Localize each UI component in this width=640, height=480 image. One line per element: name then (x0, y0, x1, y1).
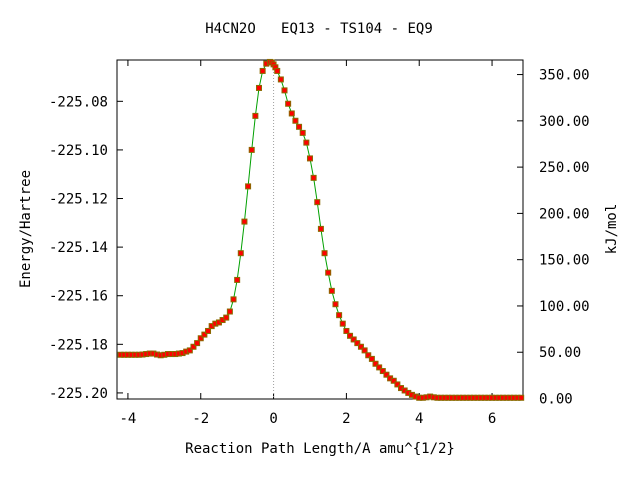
data-point (365, 352, 372, 359)
x-axis-label: Reaction Path Length/A amu^{1/2} (185, 441, 455, 457)
data-point (285, 100, 292, 107)
data-point (314, 199, 321, 206)
data-point (190, 343, 197, 350)
data-point (372, 360, 379, 367)
data-point (361, 347, 368, 354)
data-point (230, 296, 237, 303)
data-point (299, 129, 306, 136)
y-right-tick-label: 250.00 (539, 160, 590, 176)
data-point (194, 340, 201, 347)
data-point (343, 327, 350, 334)
data-point (379, 368, 386, 375)
data-point (288, 110, 295, 117)
data-point (292, 117, 299, 124)
data-point (368, 355, 375, 362)
data-point (518, 394, 525, 401)
data-point (234, 276, 241, 283)
data-point (281, 87, 288, 94)
data-point (226, 308, 233, 315)
y-left-tick-label: -225.18 (49, 337, 108, 353)
y-left-tick-label: -225.12 (49, 192, 108, 208)
data-point (390, 377, 397, 384)
y-right-tick-label: 350.00 (539, 68, 590, 84)
x-axis-ticks: -4 -2 0 2 4 6 (119, 60, 496, 427)
data-point (248, 146, 255, 153)
data-point (245, 183, 252, 190)
data-point (306, 155, 313, 162)
data-point (328, 287, 335, 294)
data-point (296, 123, 303, 130)
y-left-tick-label: -225.20 (49, 386, 108, 402)
data-point (259, 67, 266, 74)
plot-border (116, 59, 524, 400)
data-point (201, 331, 208, 338)
y-right-axis-label: kJ/mol (604, 204, 620, 255)
chart-title: H4CN2O EQ13 - TS104 - EQ9 (205, 21, 433, 37)
y-right-tick-label: 50.00 (539, 345, 581, 361)
x-tick-label: -4 (119, 411, 136, 427)
data-point (256, 84, 263, 91)
data-point (357, 343, 364, 350)
y-left-tick-label: -225.10 (49, 143, 108, 159)
y-right-tick-label: 300.00 (539, 114, 590, 130)
y-right-tick-label: 150.00 (539, 253, 590, 269)
data-point (325, 269, 332, 276)
y-left-tick-label: -225.16 (49, 289, 108, 305)
x-tick-label: -2 (192, 411, 209, 427)
data-point (186, 347, 193, 354)
data-point (252, 112, 259, 119)
data-point (321, 250, 328, 257)
data-point (197, 335, 204, 342)
data-point (241, 218, 248, 225)
data-point (303, 139, 310, 146)
x-tick-label: 4 (415, 411, 423, 427)
data-point (332, 301, 339, 308)
y-left-axis-ticks: -225.20 -225.18 -225.16 -225.14 -225.12 -225.… (49, 94, 123, 402)
data-point (354, 340, 361, 347)
data-point (336, 312, 343, 319)
y-left-tick-label: -225.08 (49, 94, 108, 110)
y-right-tick-label: 200.00 (539, 206, 590, 222)
data-point (223, 314, 230, 321)
data-point (376, 364, 383, 371)
y-right-tick-label: 100.00 (539, 299, 590, 315)
x-tick-label: 6 (488, 411, 496, 427)
data-point (383, 371, 390, 378)
data-point (347, 332, 354, 339)
y-right-axis-ticks: 0.00 50.00 100.00 150.00 200.00 250.00 300.00 3… (517, 68, 590, 408)
x-tick-label: 0 (269, 411, 277, 427)
data-point (310, 174, 317, 181)
data-point (394, 381, 401, 388)
y-left-axis-label: Energy/Hartree (18, 170, 34, 288)
data-series (117, 58, 525, 401)
data-point (350, 336, 357, 343)
data-point (277, 76, 284, 83)
y-right-tick-label: 0.00 (539, 392, 573, 408)
data-point (274, 67, 281, 74)
x-tick-label: 2 (342, 411, 350, 427)
data-point (205, 327, 212, 334)
data-point (317, 225, 324, 232)
plot-frame (116, 59, 524, 400)
data-point (237, 250, 244, 257)
data-point (339, 320, 346, 327)
y-left-tick-label: -225.14 (49, 240, 108, 256)
